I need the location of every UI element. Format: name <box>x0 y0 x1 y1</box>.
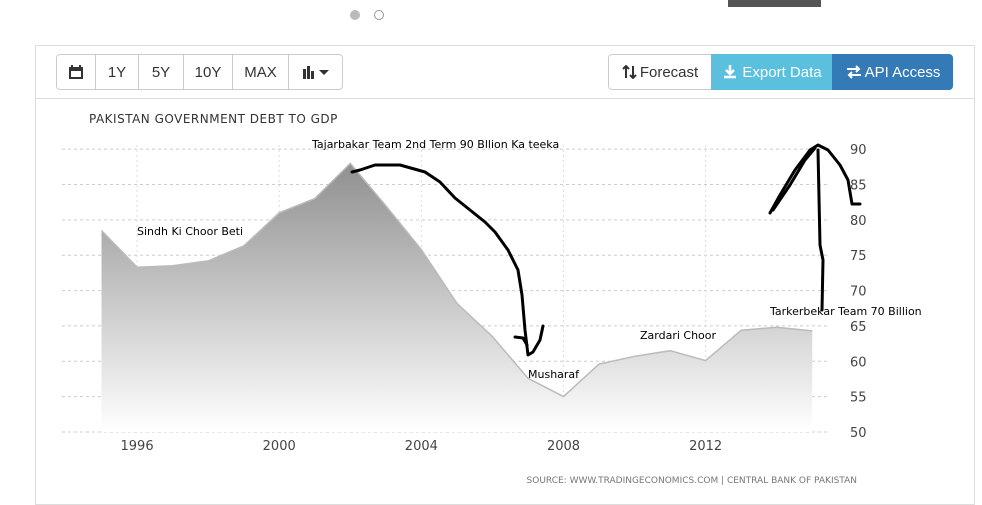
y-tick-label: 50 <box>850 426 867 441</box>
x-tick-label: 2000 <box>263 439 296 454</box>
x-tick-label: 2008 <box>547 439 580 454</box>
y-tick-label: 65 <box>850 320 867 335</box>
annotation: Tarkerbekar Team 70 Billion <box>769 305 922 318</box>
y-tick-label: 60 <box>850 355 867 370</box>
download-icon <box>724 65 737 79</box>
y-tick-label: 55 <box>850 391 867 406</box>
y-tick-label: 75 <box>850 249 867 264</box>
x-tick-label: 2012 <box>689 439 722 454</box>
y-tick-label: 80 <box>850 214 867 229</box>
y-tick-label: 90 <box>850 143 867 158</box>
calendar-icon <box>69 65 83 79</box>
x-tick-label: 2004 <box>405 439 438 454</box>
button-label: Export Data <box>742 63 822 81</box>
range-button[interactable]: 5Y <box>138 54 184 90</box>
source: SOURCE: WWW.TRADINGECONOMICS.COM | CENTR… <box>527 476 857 486</box>
y-tick-label: 85 <box>850 179 867 194</box>
button-label: API Access <box>864 63 941 81</box>
range-button[interactable]: MAX <box>232 54 289 90</box>
forecast-button[interactable]: Forecast <box>608 54 712 90</box>
area-line <box>100 162 813 398</box>
x-tick-label: 1996 <box>121 439 154 454</box>
area-fill <box>101 163 813 433</box>
page-dot-active[interactable] <box>350 10 360 20</box>
range-button[interactable]: 10Y <box>183 54 233 90</box>
toolbar: 1Y 5Y 10Y MAX Forecast Export Data API A… <box>36 46 974 99</box>
top-tab <box>728 0 821 7</box>
annotation: Zardari Choor <box>640 329 717 342</box>
sort-icon <box>622 65 637 79</box>
export-button[interactable]: Export Data <box>711 54 833 90</box>
range-button[interactable]: 1Y <box>95 54 139 90</box>
y-tick-label: 70 <box>850 285 867 300</box>
scribbles <box>350 143 862 357</box>
exchange-icon <box>846 65 861 79</box>
annotation: Musharaf <box>528 368 580 381</box>
chart-card: 1Y 5Y 10Y MAX Forecast Export Data API A… <box>35 45 975 505</box>
calendar-button[interactable] <box>56 54 96 90</box>
button-label: Forecast <box>639 63 699 81</box>
api-button[interactable]: API Access <box>832 54 953 90</box>
page-dot[interactable] <box>374 10 384 20</box>
chart-title: PAKISTAN GOVERNMENT DEBT TO GDP <box>89 112 338 126</box>
chart-type-button[interactable] <box>288 54 343 90</box>
annotation: Tajarbakar Team 2nd Term 90 Bllion Ka te… <box>311 138 559 151</box>
annotation: Sindh Ki Choor Beti <box>137 225 243 238</box>
chart-type-icon <box>302 66 329 79</box>
